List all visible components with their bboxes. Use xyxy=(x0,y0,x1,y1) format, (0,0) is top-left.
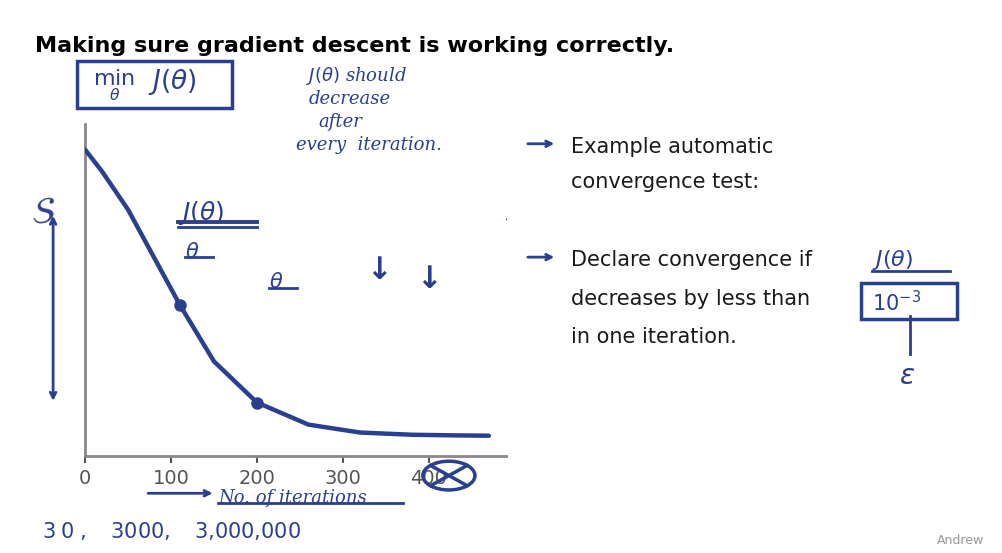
Text: ↓: ↓ xyxy=(416,265,441,294)
Text: ↓: ↓ xyxy=(366,257,391,285)
Text: decrease: decrease xyxy=(309,90,391,108)
Text: $J(\theta)$: $J(\theta)$ xyxy=(178,199,224,227)
Text: $\theta$: $\theta$ xyxy=(269,272,283,292)
Text: Declare convergence if: Declare convergence if xyxy=(571,250,819,270)
Text: $\varepsilon$: $\varepsilon$ xyxy=(899,363,915,389)
Text: $\theta$: $\theta$ xyxy=(185,242,199,262)
Text: $J(\theta)$ should: $J(\theta)$ should xyxy=(306,65,407,87)
Text: Making sure gradient descent is working correctly.: Making sure gradient descent is working … xyxy=(35,36,674,56)
Text: convergence test:: convergence test: xyxy=(571,173,760,192)
Text: $\min_{\theta}$: $\min_{\theta}$ xyxy=(93,68,135,103)
Text: $J(\theta)$: $J(\theta)$ xyxy=(148,67,196,97)
Text: $10^{-3}$: $10^{-3}$ xyxy=(872,290,921,315)
Text: $3\;0\;,$   $3000,$   $3{,}000{,}000$: $3\;0\;,$ $3000,$ $3{,}000{,}000$ xyxy=(42,520,302,542)
Text: Andrew: Andrew xyxy=(937,534,984,547)
Text: decreases by less than: decreases by less than xyxy=(571,289,811,309)
Text: $J(\theta)$: $J(\theta)$ xyxy=(872,248,913,272)
Text: in one iteration.: in one iteration. xyxy=(571,327,736,347)
Text: every  iteration.: every iteration. xyxy=(296,136,442,154)
Text: No. of iterations: No. of iterations xyxy=(218,489,367,507)
Text: Example automatic: Example automatic xyxy=(571,137,774,156)
Text: $\mathcal{S}$: $\mathcal{S}$ xyxy=(28,194,60,232)
Text: after: after xyxy=(319,113,363,131)
